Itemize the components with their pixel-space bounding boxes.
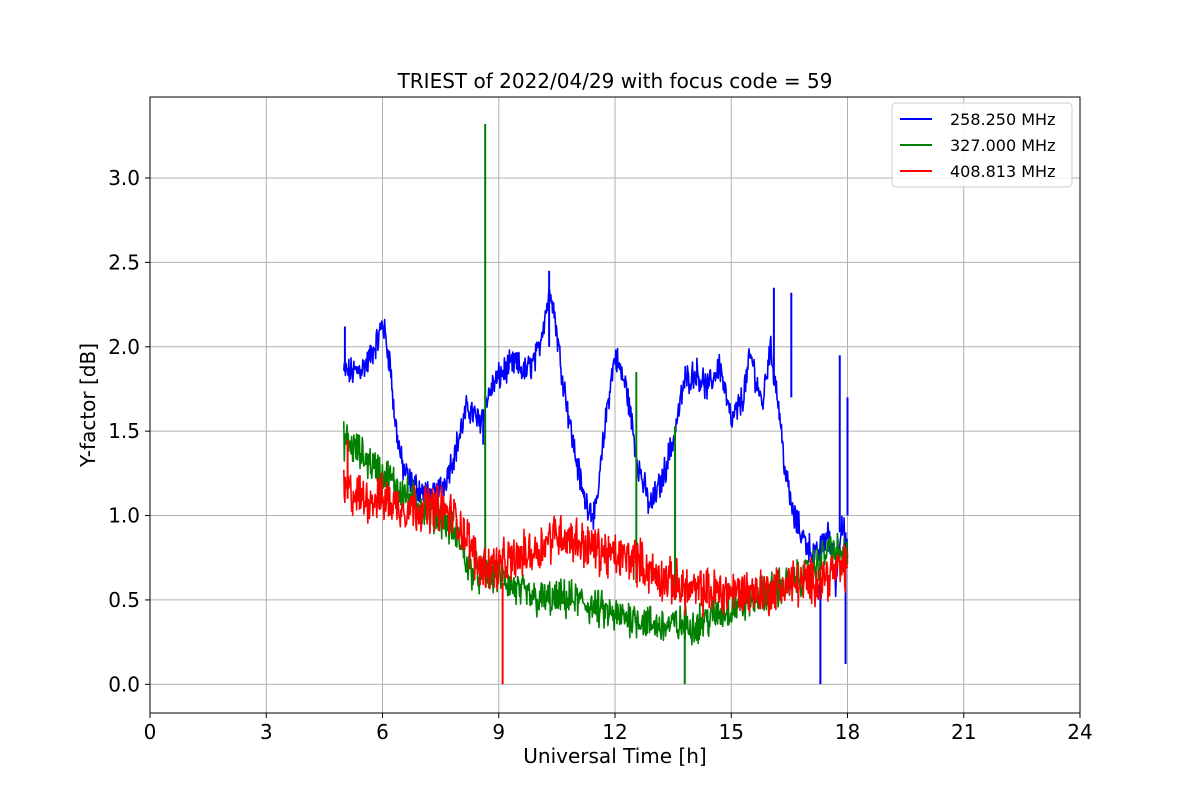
x-tick-label: 15 <box>719 720 744 744</box>
x-tick-label: 18 <box>835 720 860 744</box>
x-tick-label: 9 <box>492 720 505 744</box>
x-tick-label: 12 <box>602 720 627 744</box>
y-tick-label: 3.0 <box>108 166 140 190</box>
ticks: 0 3 6 9 12 15 18 21 24 0.0 0.5 1.0 1.5 2.0 2.5 3.0 <box>108 166 1093 744</box>
y-tick-label: 0.0 <box>108 672 140 696</box>
legend-label: 327.000 MHz <box>950 136 1055 155</box>
x-axis-label: Universal Time [h] <box>523 744 706 768</box>
x-tick-label: 21 <box>951 720 976 744</box>
legend-label: 258.250 MHz <box>950 110 1055 129</box>
plot-area <box>343 124 849 685</box>
y-axis-label: Y-factor [dB] <box>76 343 100 468</box>
y-tick-label: 1.0 <box>108 504 140 528</box>
legend-label: 408.813 MHz <box>950 162 1055 181</box>
y-tick-label: 0.5 <box>108 588 140 612</box>
legend: 258.250 MHz 327.000 MHz 408.813 MHz <box>891 102 1073 188</box>
legend-box <box>891 102 1073 188</box>
x-tick-label: 24 <box>1067 720 1092 744</box>
y-tick-label: 1.5 <box>108 419 140 443</box>
y-tick-label: 2.5 <box>108 250 140 274</box>
x-tick-label: 0 <box>144 720 157 744</box>
x-tick-label: 6 <box>376 720 389 744</box>
chart-title: TRIEST of 2022/04/29 with focus code = 5… <box>397 69 833 93</box>
series-line-1 <box>343 287 849 598</box>
series-line-3 <box>343 469 849 618</box>
x-tick-label: 3 <box>260 720 273 744</box>
y-tick-label: 2.0 <box>108 335 140 359</box>
